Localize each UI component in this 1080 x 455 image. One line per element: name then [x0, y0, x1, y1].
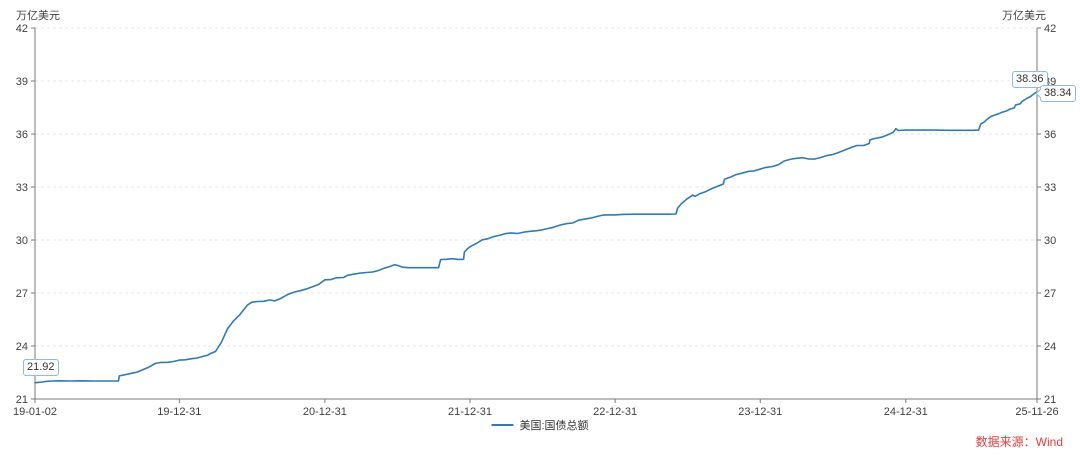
y-axis-tick-label-left: 30 — [16, 235, 28, 247]
legend[interactable]: 美国:国债总额 — [491, 417, 589, 433]
y-axis-tick-label-left: 42 — [16, 23, 28, 35]
x-axis-tick-label: 19-01-02 — [13, 406, 57, 418]
x-axis-tick-label: 19-12-31 — [157, 406, 201, 418]
legend-line-marker — [491, 424, 514, 426]
y-axis-tick-label-left: 33 — [16, 182, 28, 194]
last-value-label: 38.34 — [1040, 85, 1076, 102]
legend-series-label: 美国:国债总额 — [519, 420, 589, 432]
x-axis-tick-label: 23-12-31 — [738, 406, 782, 418]
y-axis-tick-label-right: 21 — [1044, 394, 1056, 406]
data-source-label: 数据来源：Wind — [975, 435, 1063, 449]
x-axis-tick-label: 21-12-31 — [448, 406, 492, 418]
start-value-label: 21.92 — [23, 359, 59, 376]
y-axis-tick-label-right: 42 — [1044, 23, 1056, 35]
y-axis-unit-left: 万亿美元 — [16, 10, 60, 22]
series-line — [34, 91, 1038, 384]
y-axis-unit-right: 万亿美元 — [1002, 10, 1046, 22]
y-axis-tick-label-left: 21 — [16, 394, 28, 406]
y-axis-tick-label-left: 24 — [16, 341, 28, 353]
y-axis-tick-label-right: 33 — [1044, 182, 1056, 194]
x-axis-tick-label: 24-12-31 — [884, 406, 928, 418]
y-axis-tick-label-left: 36 — [16, 129, 28, 141]
max-value-label: 38.36 — [1012, 71, 1048, 88]
x-axis-tick-label: 25-11-26 — [1015, 406, 1058, 418]
y-axis-tick-label-right: 24 — [1044, 341, 1056, 353]
y-axis-tick-label-right: 27 — [1044, 288, 1056, 300]
y-axis-tick-label-right: 36 — [1044, 129, 1056, 141]
x-axis-tick-label: 20-12-31 — [303, 406, 347, 418]
y-axis-tick-label-left: 27 — [16, 288, 28, 300]
y-axis-tick-label-left: 39 — [16, 76, 28, 88]
y-axis-tick-label-right: 30 — [1044, 235, 1056, 247]
x-axis-tick-label: 22-12-31 — [593, 406, 637, 418]
